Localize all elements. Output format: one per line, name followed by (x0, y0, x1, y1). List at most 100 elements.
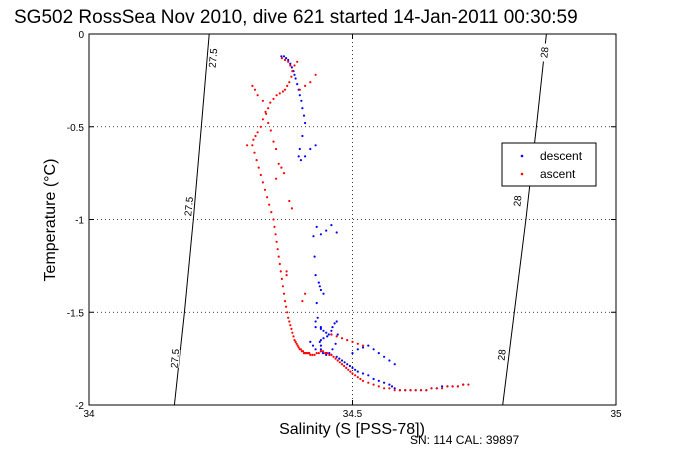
point-ascent (351, 340, 354, 343)
point-ascent (298, 88, 301, 91)
point-ascent (274, 233, 277, 236)
point-descent (377, 352, 380, 355)
point-descent (335, 231, 338, 234)
point-ascent (289, 324, 292, 327)
point-ascent (338, 361, 341, 364)
point-descent (316, 316, 319, 319)
legend-descent-label: descent (540, 149, 583, 163)
point-descent (354, 368, 357, 371)
isopycnal-label-bg (170, 349, 181, 368)
point-ascent (288, 199, 291, 203)
point-descent (338, 357, 341, 360)
point-ascent (367, 381, 370, 384)
point-ascent (388, 387, 391, 390)
point-descent (325, 229, 328, 232)
point-descent (335, 320, 338, 323)
legend: descent ascent (501, 142, 597, 187)
point-ascent (276, 248, 279, 251)
legend-box (501, 142, 597, 187)
point-descent (298, 94, 301, 97)
point-ascent (252, 138, 255, 141)
point-ascent (259, 173, 262, 177)
point-descent (340, 359, 344, 362)
point-descent (356, 370, 359, 373)
point-ascent (340, 363, 344, 366)
point-ascent (285, 274, 288, 277)
point-descent (322, 292, 325, 295)
point-ascent (286, 84, 289, 87)
point-descent (300, 99, 303, 102)
point-ascent (317, 352, 320, 355)
point-descent (315, 301, 318, 305)
point-ascent (275, 177, 278, 180)
point-ascent (286, 311, 289, 314)
isopycnal-label: 28 (539, 46, 551, 59)
data-points (246, 55, 470, 392)
serial-cal-footer: SN: 114 CAL: 39897 (410, 433, 520, 447)
point-descent (327, 333, 330, 336)
isopycnal-label-bg (208, 48, 219, 68)
point-ascent (324, 352, 327, 355)
point-ascent (275, 94, 278, 97)
point-descent (280, 55, 283, 58)
point-ascent (256, 131, 259, 134)
point-ascent (309, 81, 312, 84)
point-descent (383, 381, 386, 384)
legend-descent-marker (520, 154, 524, 158)
point-ascent (451, 385, 454, 388)
point-descent (317, 281, 320, 284)
isopycnal-label-bg (497, 345, 508, 365)
point-ascent (377, 385, 380, 388)
point-ascent (335, 335, 338, 338)
point-ascent (404, 389, 407, 392)
point-ascent (304, 292, 307, 295)
point-ascent (261, 99, 264, 102)
point-descent (361, 372, 365, 375)
point-ascent (409, 389, 412, 392)
point-descent (309, 340, 312, 343)
point-ascent (446, 385, 449, 388)
point-descent (315, 225, 318, 228)
point-ascent (275, 240, 278, 243)
isopycnal-line-28 (502, 33, 547, 406)
point-descent (290, 66, 293, 69)
plot-area (88, 33, 617, 406)
point-descent (334, 342, 337, 345)
point-descent (336, 333, 339, 336)
point-descent (285, 57, 288, 60)
point-ascent (308, 352, 311, 355)
point-descent (322, 337, 325, 340)
point-descent (319, 288, 322, 292)
point-ascent (293, 64, 296, 67)
x-axis-ticks: 34 34.5 35 (83, 34, 622, 420)
isopycnal-label-bg (539, 43, 550, 62)
point-ascent (351, 372, 354, 375)
point-descent (328, 352, 331, 355)
y-axis-ticks: 0 -0.5 -1 -1.5 -2 (67, 30, 616, 412)
isopycnal-label: 27.5 (208, 48, 221, 69)
legend-ascent-marker (520, 172, 524, 176)
point-ascent (309, 353, 312, 356)
isopycnal-label-bg (184, 197, 194, 216)
point-ascent (253, 151, 256, 154)
point-descent (289, 62, 292, 65)
point-descent (287, 58, 290, 62)
point-ascent (330, 333, 333, 336)
point-descent (322, 329, 325, 332)
point-ascent (326, 352, 329, 355)
point-descent (319, 344, 322, 347)
point-ascent (287, 316, 290, 319)
point-descent (331, 348, 334, 351)
point-ascent (283, 88, 287, 91)
point-ascent (273, 225, 276, 228)
point-descent (302, 114, 306, 117)
point-descent (314, 348, 317, 351)
point-descent (343, 361, 346, 364)
point-descent (318, 340, 321, 343)
point-ascent (267, 107, 270, 110)
point-ascent (251, 84, 254, 87)
point-descent (330, 224, 333, 227)
point-ascent (257, 166, 260, 169)
point-descent (393, 363, 396, 366)
